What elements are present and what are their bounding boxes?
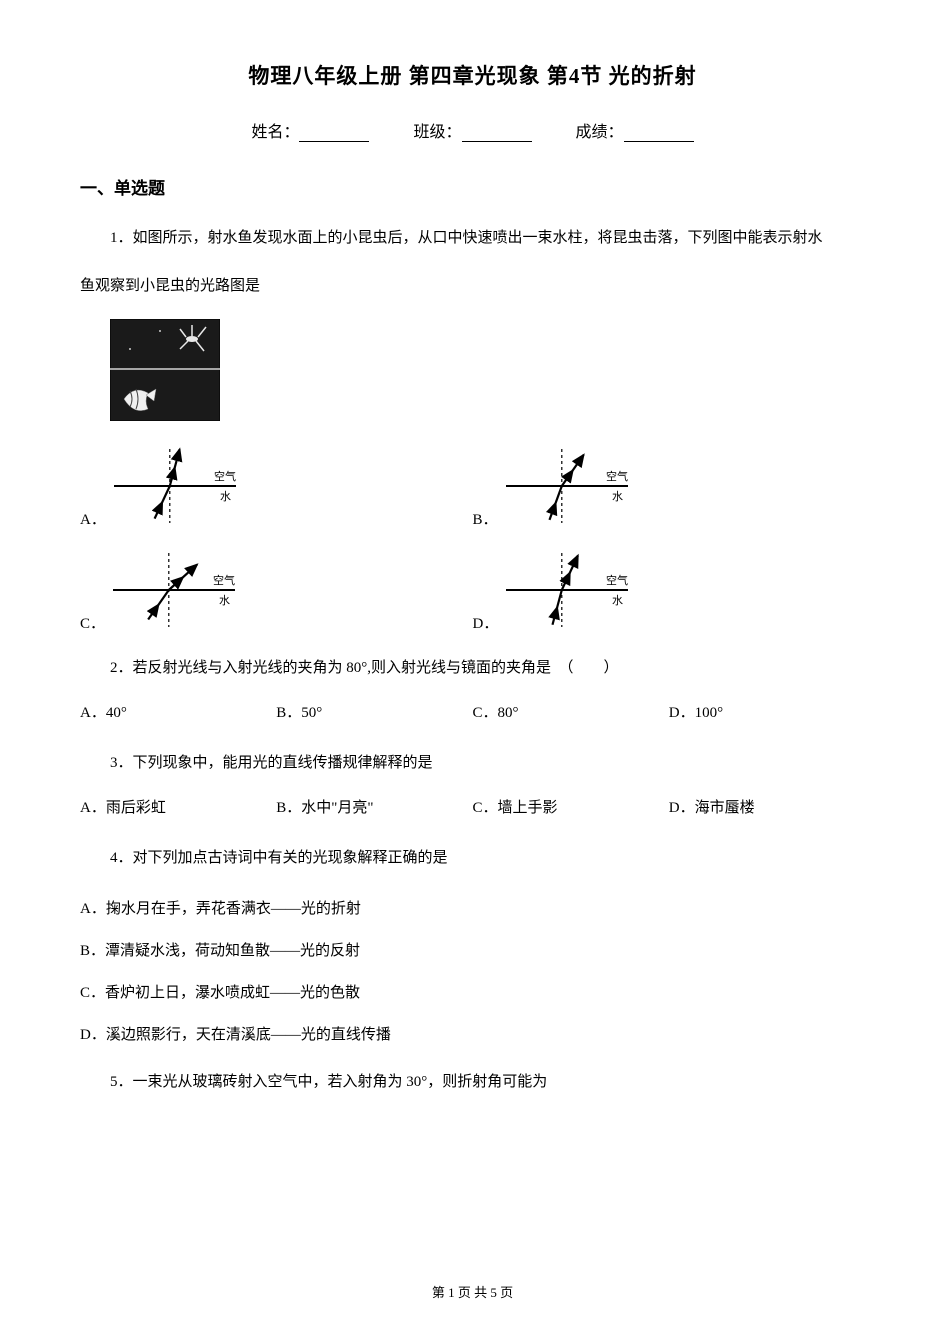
q2-option-A: A．40° — [80, 701, 276, 722]
option-letter: A． — [80, 508, 106, 529]
class-blank[interactable] — [462, 126, 532, 142]
student-info-row: 姓名： 班级： 成绩： — [80, 118, 865, 142]
svg-text:水: 水 — [220, 490, 231, 503]
q1-scene-image — [110, 319, 865, 421]
section-1-header: 一、单选题 — [80, 174, 865, 199]
q2-text: 2．若反射光线与入射光线的夹角为 80°,则入射光线与镜面的夹角是 （ ） — [80, 653, 865, 683]
footer-prefix: 第 — [432, 1285, 448, 1300]
score-label: 成绩： — [576, 124, 624, 141]
svg-text:空气: 空气 — [606, 469, 628, 483]
svg-text:空气: 空气 — [214, 469, 236, 483]
option-letter: D． — [473, 612, 499, 633]
svg-text:水: 水 — [612, 594, 623, 607]
q1-option-C: C． 空气水 — [80, 547, 473, 633]
q4-option-D: D．溪边照影行，天在清溪底——光的直线传播 — [80, 1017, 865, 1053]
svg-text:空气: 空气 — [606, 573, 628, 587]
q3-option-D: D．海市蜃楼 — [669, 796, 865, 817]
page-title: 物理八年级上册 第四章光现象 第4节 光的折射 — [80, 60, 865, 90]
q1-option-D: D． 空气水 — [473, 547, 866, 633]
option-letter: C． — [80, 612, 105, 633]
q1-option-A: A． 空气水 — [80, 443, 473, 529]
q1-options-grid: A． 空气水 B． 空气水 C． 空气水 D． 空气水 — [80, 443, 865, 633]
q4-text: 4．对下列加点古诗词中有关的光现象解释正确的是 — [80, 843, 865, 873]
q4-option-C: C．香炉初上日，瀑水喷成虹——光的色散 — [80, 975, 865, 1011]
footer-mid: 页 共 — [455, 1285, 491, 1300]
q3-option-C: C．墙上手影 — [473, 796, 669, 817]
class-label: 班级： — [413, 124, 461, 141]
score-blank[interactable] — [624, 126, 694, 142]
refraction-diagram-icon: 空气水 — [502, 443, 632, 529]
svg-text:水: 水 — [612, 490, 623, 503]
q4-option-B: B．潭清疑水浅，荷动知鱼散——光的反射 — [80, 933, 865, 969]
q3-option-B: B．水中"月亮" — [276, 796, 472, 817]
q3-options: A．雨后彩虹 B．水中"月亮" C．墙上手影 D．海市蜃楼 — [80, 796, 865, 817]
q1-text-line2: 鱼观察到小昆虫的光路图是 — [80, 271, 865, 301]
q1-option-B: B． 空气水 — [473, 443, 866, 529]
refraction-diagram-icon: 空气水 — [109, 547, 239, 633]
q2-option-C: C．80° — [473, 701, 669, 722]
name-blank[interactable] — [299, 126, 369, 142]
q2-option-B: B．50° — [276, 701, 472, 722]
q2-options: A．40° B．50° C．80° D．100° — [80, 701, 865, 722]
q5-text: 5．一束光从玻璃砖射入空气中，若入射角为 30°，则折射角可能为 — [80, 1067, 865, 1097]
page-footer: 第 1 页 共 5 页 — [0, 1282, 945, 1301]
option-letter: B． — [473, 508, 498, 529]
q1-text-line1: 1．如图所示，射水鱼发现水面上的小昆虫后，从口中快速喷出一束水柱，将昆虫击落，下… — [80, 223, 865, 253]
refraction-diagram-icon: 空气水 — [110, 443, 240, 529]
q2-option-D: D．100° — [669, 701, 865, 722]
svg-text:空气: 空气 — [213, 573, 235, 587]
name-label: 姓名： — [251, 124, 299, 141]
q3-option-A: A．雨后彩虹 — [80, 796, 276, 817]
q3-text: 3．下列现象中，能用光的直线传播规律解释的是 — [80, 748, 865, 778]
q4-option-A: A．掬水月在手，弄花香满衣——光的折射 — [80, 891, 865, 927]
svg-text:水: 水 — [219, 594, 230, 607]
refraction-diagram-icon: 空气水 — [502, 547, 632, 633]
footer-suffix: 页 — [497, 1285, 513, 1300]
